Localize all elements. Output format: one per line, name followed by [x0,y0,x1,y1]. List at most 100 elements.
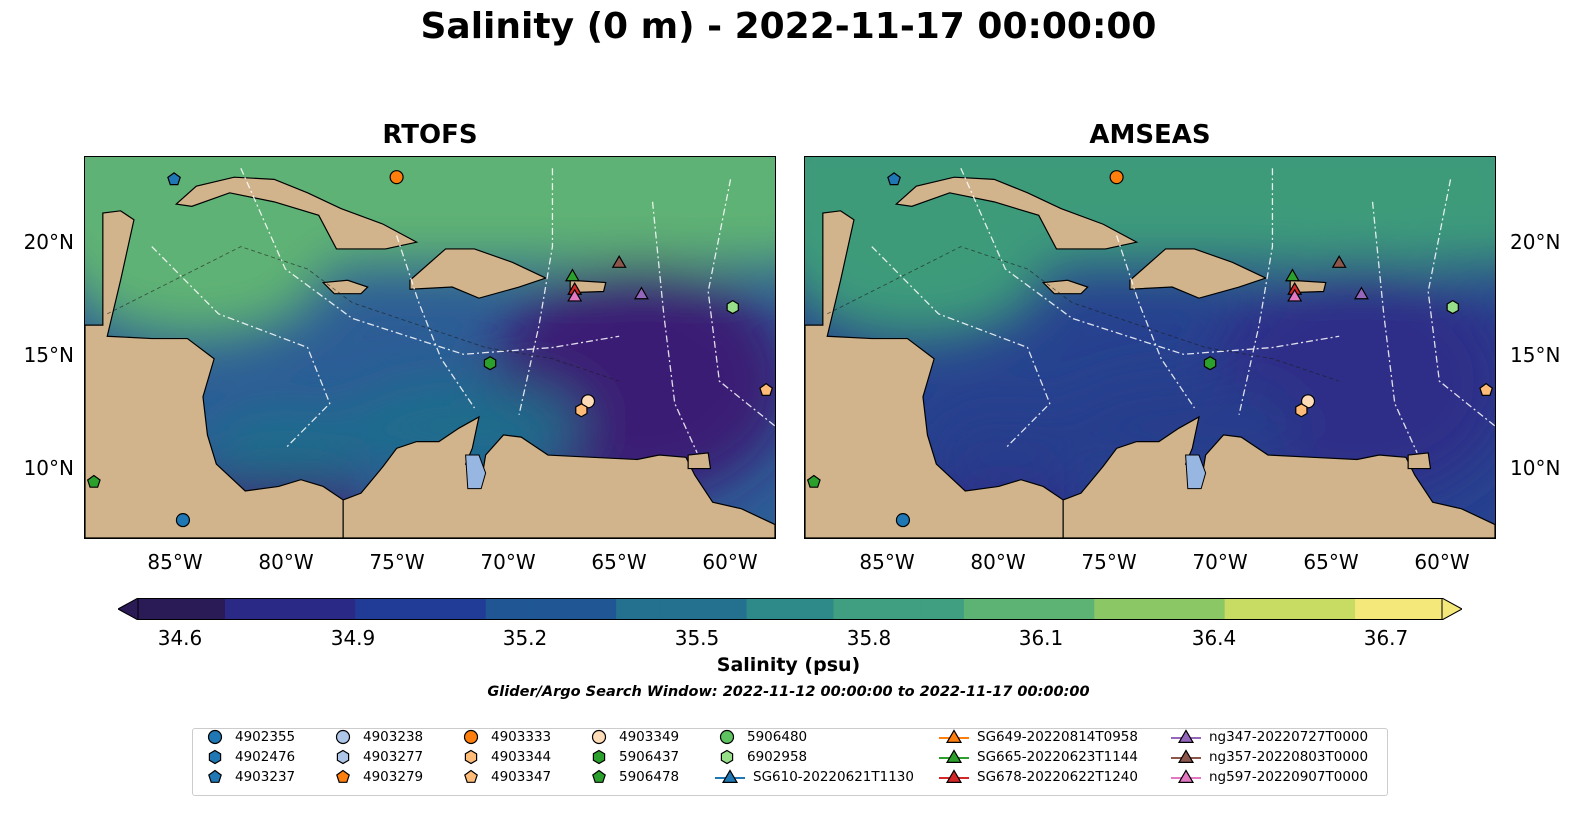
lon-label-60w-rtofs: 60°W [702,550,758,574]
platform-marker-triangle [1353,286,1369,300]
legend-item: SG678-20220622T1240 [939,767,1138,787]
lake-maracaibo [465,454,487,490]
platform-marker-circle [591,729,607,745]
platform-marker-hexagon [483,356,497,371]
platform-marker-triangle [945,729,963,743]
platform-marker-triangle [1287,288,1303,302]
colorbar-bin [1181,598,1226,620]
colorbar-bin [572,598,617,620]
legend-item: 5906480 [715,727,807,747]
platform-marker-circle [463,729,479,745]
legend-marker [720,749,734,765]
lon-label-85w-amseas: 85°W [859,550,915,574]
platform-marker-circle [389,170,404,185]
legend-item-label: 5906478 [619,769,680,785]
land-central [85,210,344,538]
land-hispaniola [1129,248,1268,299]
legend-item: 4903279 [331,767,423,787]
salinity-colorbar [118,598,1462,620]
colorbar-bin [355,598,400,620]
legend-item: 5906437 [587,747,679,767]
colorbar-bin [485,598,530,620]
legend-item: ng597-20220907T0000 [1171,767,1368,787]
platform-legend: 4902355 4902476 4903237 4903238 4903277 … [192,728,1388,796]
legend-item: ng347-20220727T0000 [1171,727,1368,747]
legend-marker [336,769,350,783]
legend-marker [1171,749,1201,763]
colorbar-tick: 36.4 [1191,626,1237,650]
legend-marker [335,729,351,745]
legend-marker [939,769,969,783]
platform-marker-hexagon [464,749,478,765]
land-trinidad [687,452,712,470]
lat-label-20n-right: 20°N [1510,230,1561,254]
platform-marker-pentagon [464,769,478,783]
legend-item: 4903277 [331,747,423,767]
eez-boundary [395,235,476,409]
platform-marker-hexagon [720,749,734,765]
land-jamaica [321,279,369,295]
platform-marker-circle [175,513,191,528]
lon-label-60w-amseas: 60°W [1414,550,1470,574]
search-window-caption: Glider/Argo Search Window: 2022-11-12 00… [487,684,1090,700]
colorbar-frame [137,598,1443,620]
land-south [1062,415,1495,538]
platform-marker-triangle [567,288,583,302]
legend-item-label: 4903349 [619,729,680,745]
legend-item-label: SG678-20220622T1240 [977,769,1138,785]
colorbar-bin [790,598,835,620]
platform-marker-triangle [564,268,580,282]
platform-marker-triangle [945,749,963,763]
legend-item-label: ng597-20220907T0000 [1209,769,1369,785]
colorbar-bin [1398,598,1443,620]
legend-marker [207,729,223,745]
legend-marker [592,749,606,765]
legend-item: 4903347 [459,767,551,787]
legend-item-label: ng347-20220727T0000 [1209,729,1369,745]
lon-label-65w-amseas: 65°W [1303,550,1359,574]
legend-item-label: 6902958 [747,749,808,765]
legend-item-label: 4903238 [363,729,424,745]
platform-marker-pentagon [1479,382,1494,396]
legend-marker [939,729,969,743]
legend-marker [1171,769,1201,783]
colorbar-bin [659,598,704,620]
legend-item-label: 5906437 [619,749,680,765]
platform-marker-hexagon [592,749,606,765]
legend-item-label: 5906480 [747,729,808,745]
platform-marker-pentagon [759,382,774,396]
colorbar-bin [268,598,313,620]
amseas-salinity-map [804,156,1496,539]
land-central [805,210,1064,538]
legend-marker [1171,729,1201,743]
lat-label-10n-right: 10°N [1510,456,1561,480]
land-hispaniola [409,248,548,299]
platform-marker-hexagon [336,749,350,765]
platform-marker-triangle [945,769,963,783]
platform-marker-pentagon [806,474,821,488]
platform-marker-pentagon [167,172,181,186]
legend-marker [208,769,222,783]
legend-marker [336,749,350,765]
rtofs-salinity-map [84,156,776,539]
legend-marker [464,749,478,765]
legend-item: SG649-20220814T0958 [939,727,1138,747]
legend-item: SG610-20220621T1130 [715,767,914,787]
legend-item-label: ng357-20220803T0000 [1209,749,1369,765]
land-cuba [174,176,419,250]
legend-marker [939,749,969,763]
colorbar-bin [1355,598,1400,620]
land-cuba [894,176,1139,250]
legend-item: 4903237 [203,767,295,787]
platform-marker-triangle [1177,769,1195,783]
platform-marker-hexagon [726,299,739,315]
lon-label-75w-amseas: 75°W [1081,550,1137,574]
lon-label-80w-amseas: 80°W [970,550,1026,574]
legend-item: SG665-20220623T1144 [939,747,1138,767]
colorbar-tick: 36.7 [1363,626,1409,650]
legend-item-label: 4903333 [491,729,552,745]
lon-label-85w-rtofs: 85°W [147,550,203,574]
platform-marker-triangle [721,769,739,783]
rtofs-panel-title: RTOFS [382,120,478,150]
colorbar-bin [224,598,269,620]
